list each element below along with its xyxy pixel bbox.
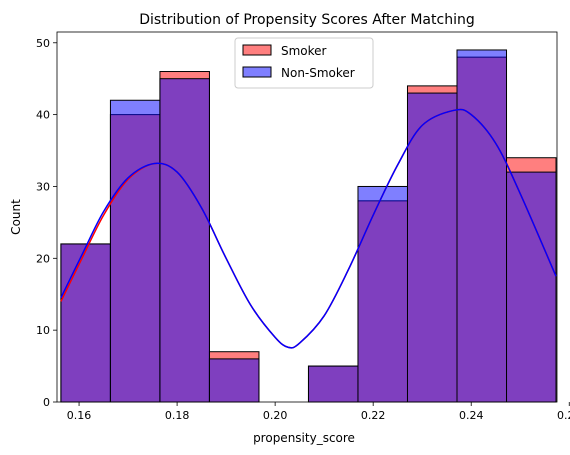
y-tick-label: 0 <box>43 396 50 409</box>
bar-non-smoker-3 <box>208 358 260 403</box>
bar-non-smoker-6 <box>357 185 408 403</box>
x-tick-label: 0.22 <box>361 409 386 422</box>
x-axis-ticks: 0.16 0.18 0.20 0.22 0.24 0.26 <box>67 402 570 422</box>
y-tick-label: 50 <box>36 37 50 50</box>
bar-non-smoker-8 <box>456 49 508 403</box>
legend-label-non-smoker: Non-Smoker <box>281 66 355 80</box>
bar-non-smoker-1 <box>109 99 161 403</box>
axes-frame <box>56 31 558 403</box>
kde-curves <box>60 108 557 349</box>
y-tick-label: 20 <box>36 252 50 265</box>
kde-line-non-smoker <box>60 108 557 349</box>
legend-swatch-non-smoker <box>242 66 272 78</box>
chart-title: Distribution of Propensity Scores After … <box>139 12 474 28</box>
x-tick-label: 0.18 <box>165 409 190 422</box>
y-tick-label: 10 <box>36 324 50 337</box>
y-axis-label: Count <box>9 199 23 235</box>
x-tick-label: 0.24 <box>459 409 484 422</box>
bar-non-smoker-0 <box>60 243 111 403</box>
bar-non-smoker-2 <box>159 78 210 403</box>
y-tick-label: 40 <box>36 109 50 122</box>
legend: Smoker Non-Smoker <box>234 37 374 89</box>
y-axis-ticks: 0 10 20 30 40 50 <box>36 37 57 409</box>
x-tick-label: 0.26 <box>557 409 570 422</box>
histogram-bars <box>60 49 557 403</box>
bar-non-smoker-7 <box>406 92 458 403</box>
y-tick-label: 30 <box>36 180 50 193</box>
x-tick-label: 0.16 <box>67 409 92 422</box>
x-tick-label: 0.20 <box>263 409 288 422</box>
legend-swatch-smoker <box>242 44 272 56</box>
bar-non-smoker-9 <box>506 171 557 403</box>
legend-label-smoker: Smoker <box>281 44 327 58</box>
x-axis-label: propensity_score <box>253 431 355 445</box>
bar-non-smoker-5 <box>307 365 359 403</box>
